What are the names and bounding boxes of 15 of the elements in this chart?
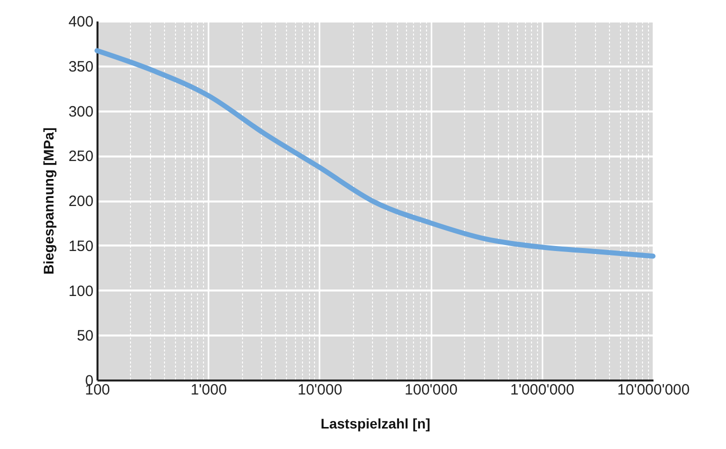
y-tick-label: 200 xyxy=(68,193,94,210)
y-tick-label: 50 xyxy=(76,328,94,345)
y-tick-label: 400 xyxy=(68,14,94,30)
x-tick-label: 10'000'000 xyxy=(617,382,690,398)
y-tick-label: 100 xyxy=(68,282,94,300)
y-tick-label: 250 xyxy=(68,148,94,166)
y-tick-label: 150 xyxy=(68,238,94,255)
x-tick-label: 100'000 xyxy=(404,382,458,398)
x-tick-label: 10'000 xyxy=(298,382,342,398)
x-tick-label: 1'000 xyxy=(190,382,227,398)
y-tick-label: 350 xyxy=(68,58,94,76)
y-tick-label: 300 xyxy=(68,103,94,120)
y-axis-title: Biegespannung [MPa] xyxy=(40,127,56,275)
x-tick-label: 1'000'000 xyxy=(510,382,574,398)
x-axis-title: Lastspielzahl [n] xyxy=(320,416,430,432)
